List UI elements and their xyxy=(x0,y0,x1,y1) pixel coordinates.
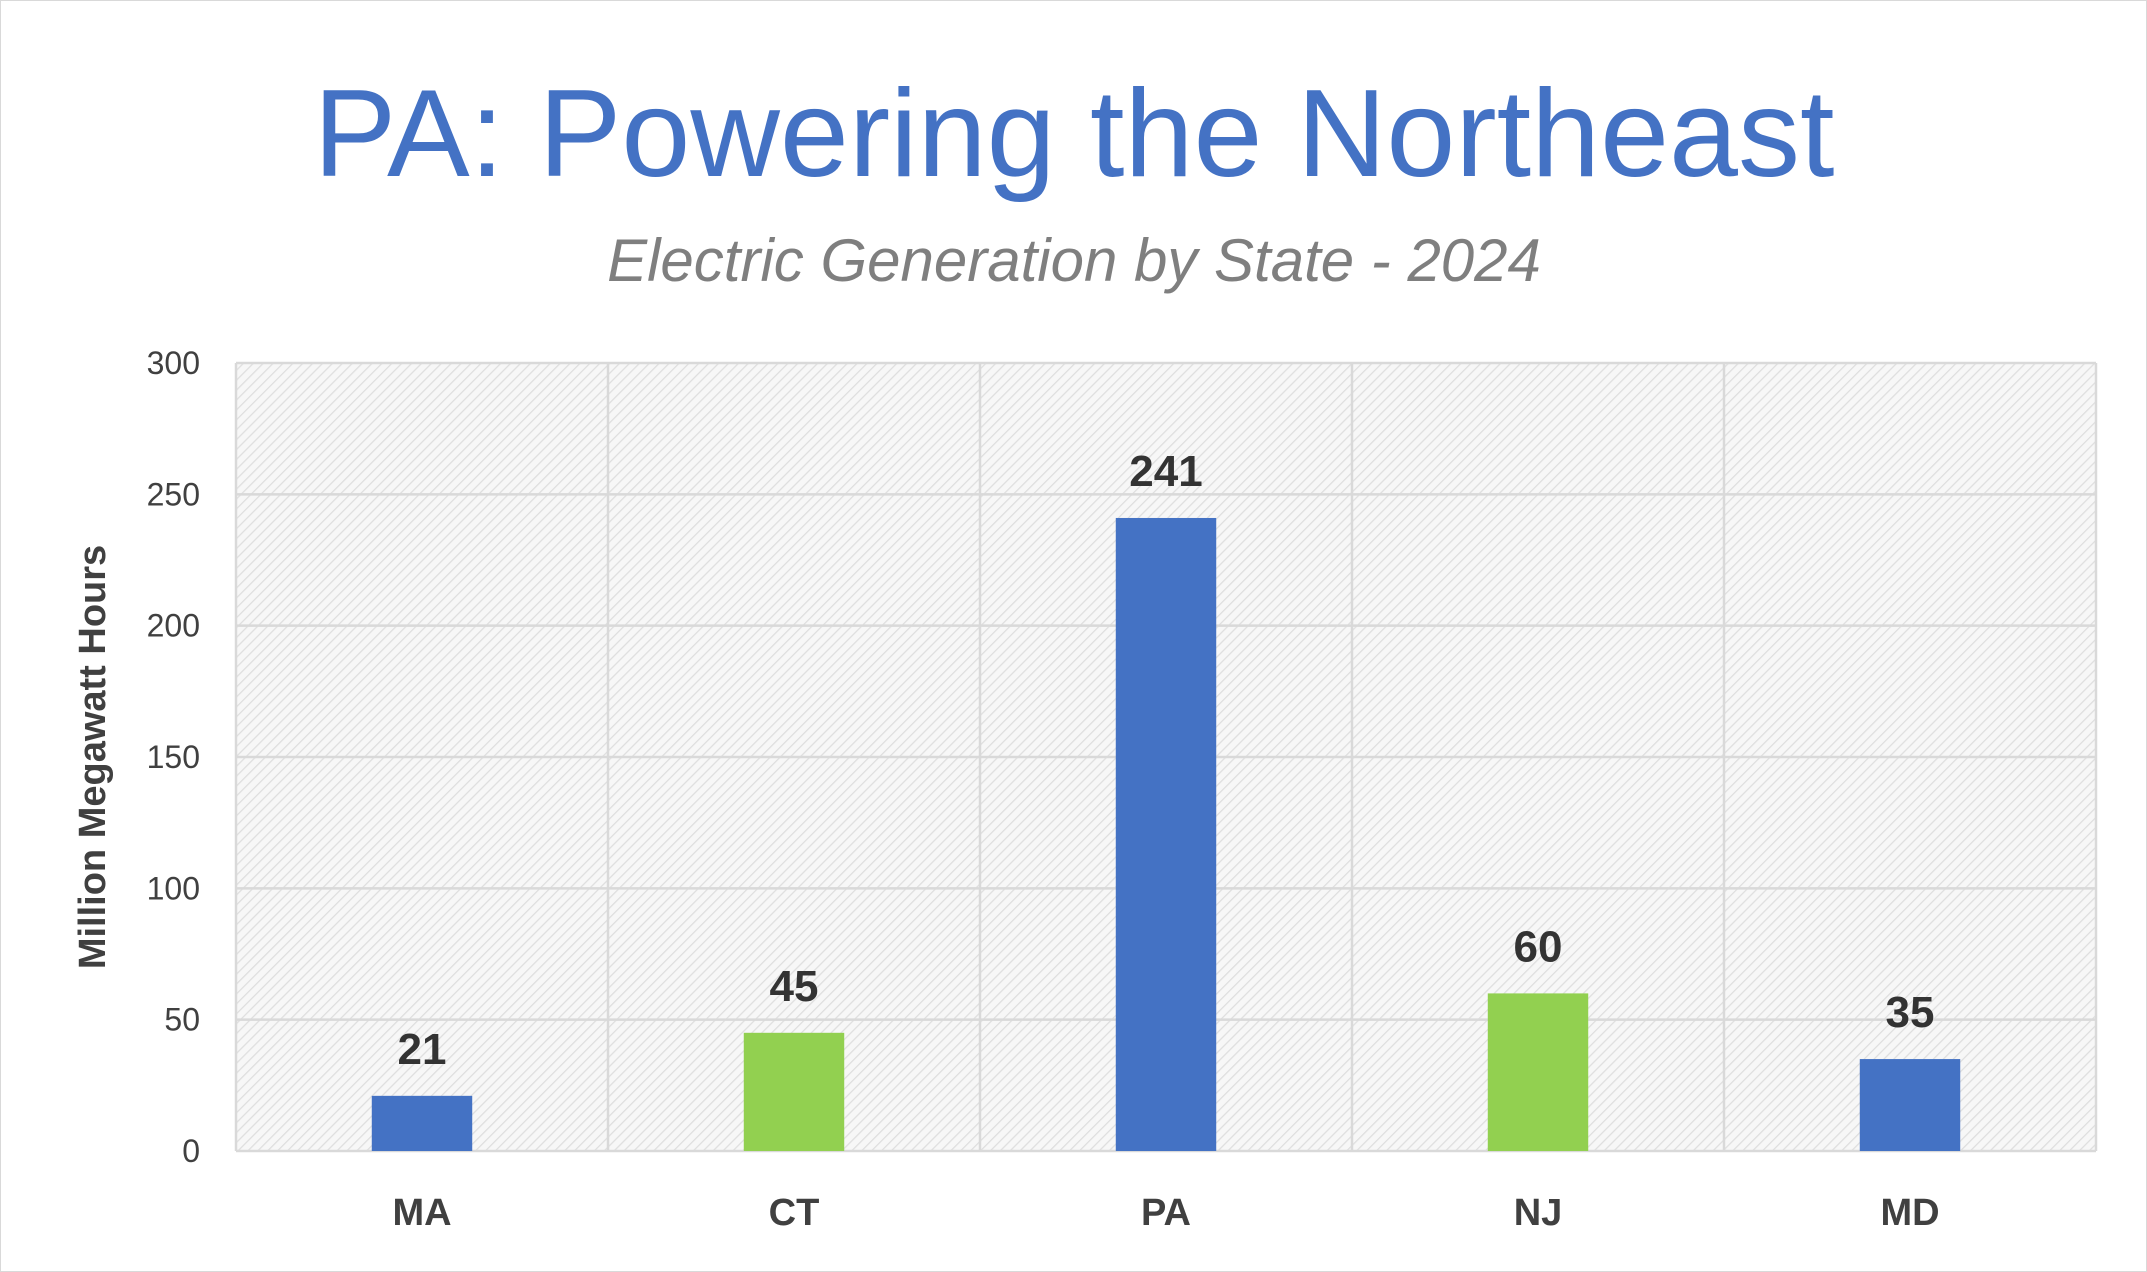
data-label-nj: 60 xyxy=(1514,922,1563,971)
x-tick-label-md: MD xyxy=(1880,1192,1939,1234)
y-tick-label-100: 100 xyxy=(147,870,200,906)
data-label-ma: 21 xyxy=(398,1025,447,1074)
x-tick-label-nj: NJ xyxy=(1514,1192,1563,1234)
bar-ma xyxy=(371,1095,473,1151)
x-tick-label-pa: PA xyxy=(1141,1192,1191,1234)
y-tick-label-150: 150 xyxy=(147,739,200,775)
y-axis-ticks: 0 50 100 150 200 250 300 xyxy=(147,345,200,1169)
bar-series xyxy=(371,517,1961,1151)
x-tick-label-ma: MA xyxy=(392,1192,451,1234)
y-tick-label-200: 200 xyxy=(147,608,200,644)
y-tick-label-50: 50 xyxy=(164,1002,200,1038)
data-label-ct: 45 xyxy=(770,962,819,1011)
bar-pa xyxy=(1115,517,1217,1151)
bar-ct xyxy=(743,1032,845,1151)
chart-title: PA: Powering the Northeast xyxy=(314,65,1835,203)
y-tick-label-250: 250 xyxy=(147,476,200,512)
data-labels: 21 45 241 60 35 xyxy=(398,447,1935,1074)
bar-md xyxy=(1859,1059,1961,1151)
x-tick-label-ct: CT xyxy=(769,1192,820,1234)
bar-nj xyxy=(1487,993,1589,1151)
chart-subtitle: Electric Generation by State - 2024 xyxy=(607,227,1541,294)
y-axis-label: Million Megawatt Hours xyxy=(72,545,114,969)
x-axis-ticks: MA CT PA NJ MD xyxy=(392,1192,1939,1234)
y-tick-label-300: 300 xyxy=(147,345,200,381)
data-label-pa: 241 xyxy=(1129,447,1202,496)
y-tick-label-0: 0 xyxy=(182,1133,200,1169)
data-label-md: 35 xyxy=(1886,988,1935,1037)
